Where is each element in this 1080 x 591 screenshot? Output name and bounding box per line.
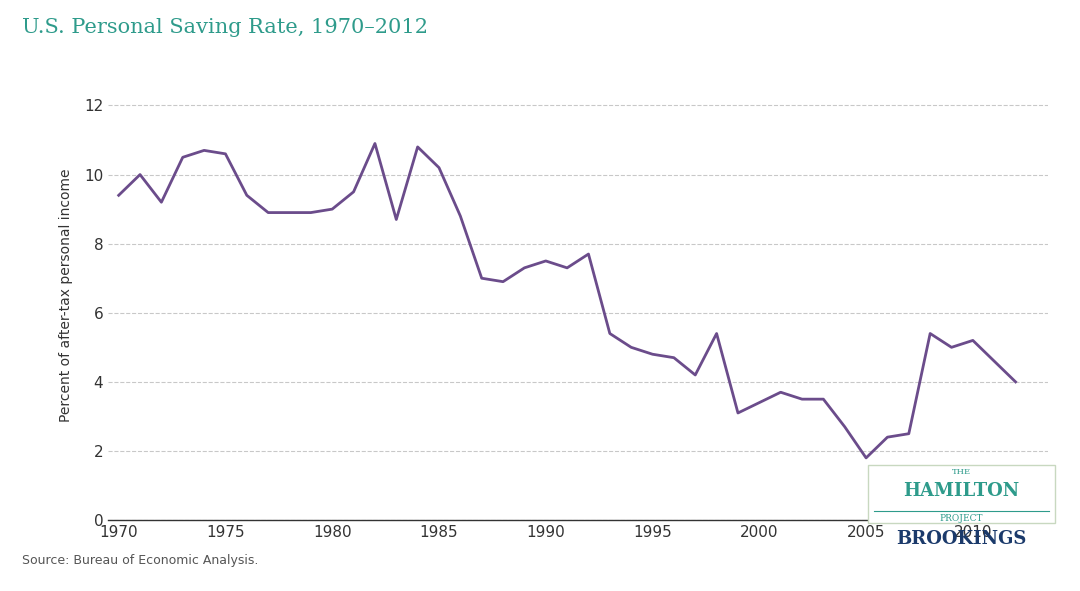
Text: U.S. Personal Saving Rate, 1970–2012: U.S. Personal Saving Rate, 1970–2012: [22, 18, 428, 37]
Text: BROOKINGS: BROOKINGS: [896, 530, 1026, 548]
FancyBboxPatch shape: [868, 465, 1054, 522]
Text: PROJECT: PROJECT: [940, 514, 983, 523]
Text: THE: THE: [951, 469, 971, 476]
Y-axis label: Percent of after-tax personal income: Percent of after-tax personal income: [58, 169, 72, 422]
Text: Source: Bureau of Economic Analysis.: Source: Bureau of Economic Analysis.: [22, 554, 258, 567]
Text: HAMILTON: HAMILTON: [903, 482, 1020, 500]
